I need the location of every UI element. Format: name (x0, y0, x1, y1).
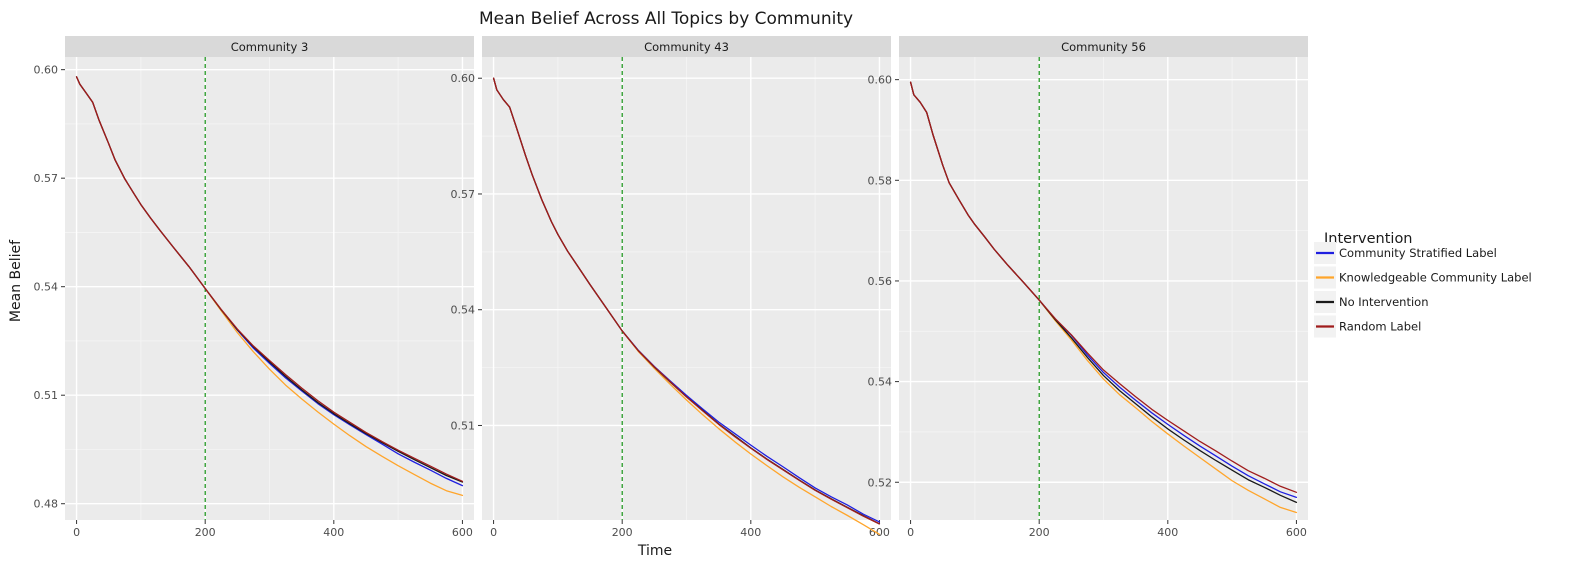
y-tick-label: 0.54 (868, 376, 893, 389)
legend-item: Knowledgeable Community Label (1314, 266, 1532, 289)
y-tick-label: 0.51 (451, 419, 476, 432)
legend-item: No Intervention (1314, 291, 1428, 313)
y-tick-label: 0.57 (34, 172, 59, 185)
y-tick-label: 0.60 (34, 64, 59, 77)
legend-label: Random Label (1339, 320, 1421, 334)
legend-title: Intervention (1324, 231, 1413, 247)
x-tick-label: 400 (1157, 526, 1178, 539)
legend-item: Random Label (1314, 315, 1421, 338)
facet-strip (482, 36, 891, 57)
legend-item: Community Stratified Label (1314, 242, 1497, 264)
facet-strip-label: Community 43 (644, 40, 729, 54)
y-tick-label: 0.52 (868, 476, 893, 489)
x-tick-label: 600 (1286, 526, 1307, 539)
legend-label: Community Stratified Label (1339, 246, 1497, 260)
panel-3: Community 56 0 200 400 600 0.52 0.54 0.56 0.58 0.… (868, 36, 1308, 539)
x-tick-label: 0 (907, 526, 914, 539)
facet-strip (65, 36, 474, 57)
chart-panels: Community 3 0 200 400 600 0.48 0.51 0.54 0.57 0.6… (34, 36, 1308, 539)
legend-label: No Intervention (1339, 295, 1428, 309)
x-axis-label: Time (637, 543, 672, 559)
x-tick-label: 200 (195, 526, 216, 539)
series-line-random-label (492, 77, 881, 525)
y-tick-label: 0.51 (34, 389, 59, 402)
y-axis-label: Mean Belief (8, 239, 24, 322)
y-tick-label: 0.48 (34, 498, 59, 511)
x-tick-label: 200 (1029, 526, 1050, 539)
y-tick-label: 0.60 (451, 72, 476, 85)
x-tick-label: 0 (73, 526, 80, 539)
facet-strip (899, 36, 1308, 57)
y-tick-label: 0.54 (34, 281, 59, 294)
y-tick-label: 0.60 (868, 74, 893, 87)
legend: Intervention Community Stratified Label K… (1314, 231, 1532, 338)
chart-title: Mean Belief Across All Topics by Communi… (479, 9, 853, 29)
panel-1: Community 3 0 200 400 600 0.48 0.51 0.54 0.57 0.6… (34, 36, 474, 539)
y-tick-label: 0.56 (868, 275, 893, 288)
legend-label: Knowledgeable Community Label (1339, 271, 1532, 285)
series-line-random-label (909, 81, 1298, 493)
x-tick-label: 200 (612, 526, 633, 539)
y-tick-label: 0.58 (868, 174, 893, 187)
series-line-random-label (75, 76, 464, 482)
panel-2: Community 43 0 200 400 600 0.51 0.54 0.57 0.60 (451, 36, 891, 539)
facet-strip-label: Community 3 (231, 40, 309, 54)
x-tick-label: 600 (452, 526, 473, 539)
facet-strip-label: Community 56 (1061, 40, 1146, 54)
x-tick-label: 400 (740, 526, 761, 539)
x-tick-label: 400 (323, 526, 344, 539)
y-tick-label: 0.57 (451, 188, 476, 201)
x-tick-label: 600 (869, 526, 890, 539)
x-tick-label: 0 (490, 526, 497, 539)
y-tick-label: 0.54 (451, 304, 476, 317)
